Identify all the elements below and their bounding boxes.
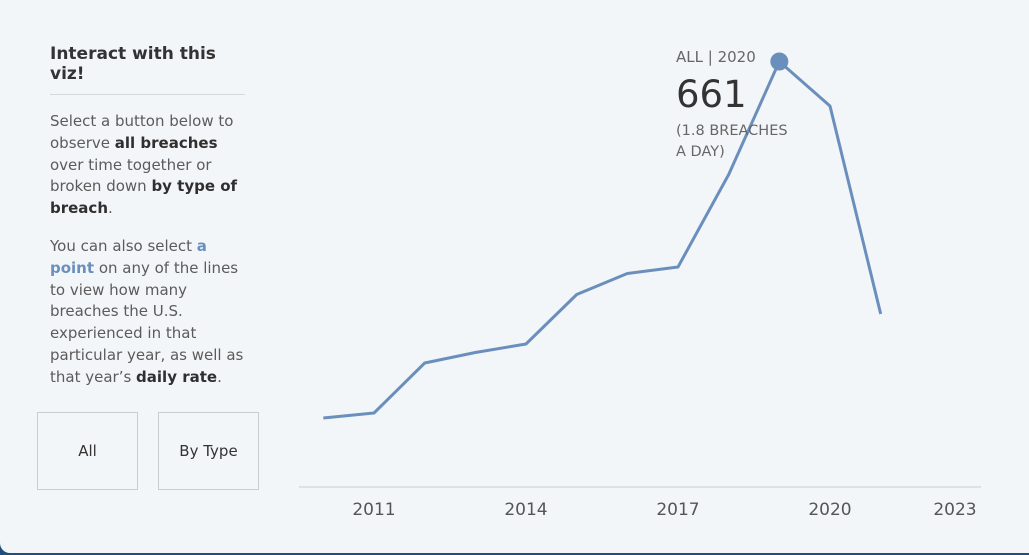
x-tick-label: 2017 <box>656 500 699 520</box>
data-point[interactable] <box>621 268 633 280</box>
x-tick-label: 2020 <box>808 500 851 520</box>
instructions-text: . <box>108 199 113 218</box>
data-point[interactable] <box>672 261 684 273</box>
data-points <box>317 52 887 424</box>
instructions-text: on any of the lines to view how many bre… <box>50 258 244 386</box>
instructions-text: over time together or broken down <box>50 155 212 196</box>
breaches-series-line[interactable] <box>323 60 883 420</box>
x-tick-label: 2011 <box>352 500 395 520</box>
emphasis-all-breaches: all breaches <box>114 133 218 152</box>
instructions-text: . <box>217 367 222 386</box>
x-tick-label: 2014 <box>504 500 547 520</box>
data-point[interactable] <box>824 100 836 112</box>
instructions-paragraph-2: You can also select a point on any of th… <box>50 236 250 389</box>
by-type-button[interactable]: By Type <box>158 412 259 490</box>
data-point[interactable] <box>723 169 735 181</box>
instructions-panel: Interact with this viz! Select a button … <box>50 44 250 389</box>
data-point[interactable] <box>875 308 887 320</box>
x-tick-label: 2023 <box>933 500 976 520</box>
data-point[interactable] <box>419 357 431 369</box>
tooltip-rate-line-1: (1.8 BREACHES <box>676 123 788 139</box>
all-button[interactable]: All <box>37 412 138 490</box>
instructions-text: Select a button below to observe <box>50 112 234 152</box>
data-point[interactable] <box>520 338 532 350</box>
tooltip-value: 661 <box>676 73 747 116</box>
instructions-text: You can also select <box>50 236 197 255</box>
x-axis-ticks: 2011 2014 2017 2020 2023 <box>352 500 976 520</box>
tooltip-header: ALL | 2020 <box>676 48 756 66</box>
data-point[interactable] <box>571 289 583 301</box>
instructions-paragraph-1: Select a button below to observe all bre… <box>50 111 250 220</box>
emphasis-daily-rate: daily rate <box>136 367 218 386</box>
tooltip: ALL | 2020 661 (1.8 BREACHES A DAY) <box>676 48 788 160</box>
data-point[interactable] <box>469 347 481 359</box>
emphasis-by-type: by type of breach <box>50 177 238 218</box>
tooltip-rate-line-2: A DAY) <box>676 144 725 160</box>
data-point[interactable] <box>368 407 380 419</box>
data-point[interactable] <box>317 412 329 424</box>
data-point[interactable] <box>770 52 789 71</box>
panel-title: Interact with this viz! <box>50 44 245 95</box>
a-point-highlight: a point <box>50 236 207 277</box>
